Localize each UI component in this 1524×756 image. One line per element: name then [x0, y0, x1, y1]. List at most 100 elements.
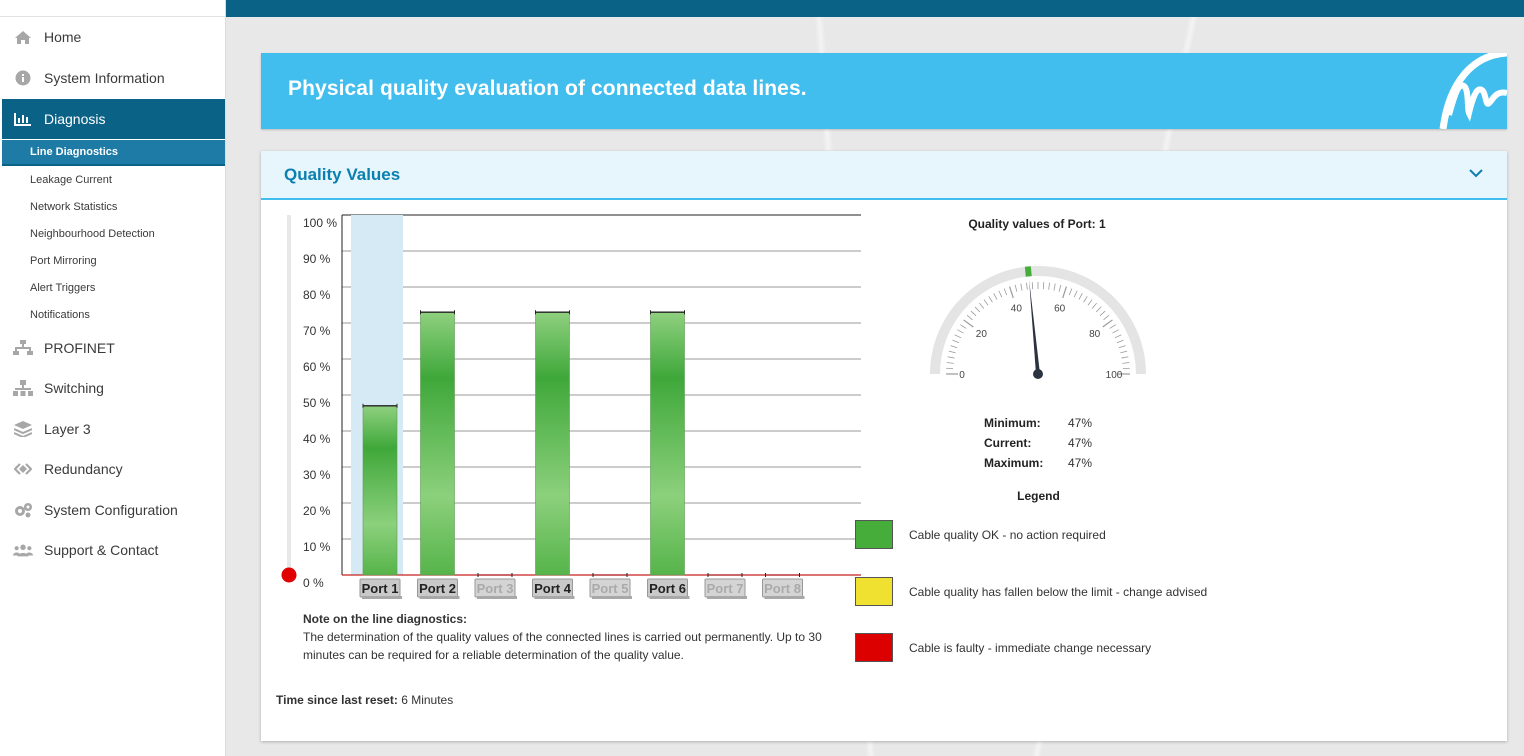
sidebar-subitem-notifications[interactable]: Notifications	[2, 302, 225, 328]
sidebar-subitem-port-mirroring[interactable]: Port Mirroring	[2, 248, 225, 274]
chart-scrollbar-handle[interactable]	[281, 567, 297, 583]
chart-bar[interactable]	[362, 405, 398, 576]
gauge-tick	[1120, 350, 1128, 354]
x-tick-label: Port 6	[649, 581, 686, 596]
legend-swatch-green	[855, 520, 893, 549]
sidebar-subitem-alert-triggers[interactable]: Alert Triggers	[2, 275, 225, 301]
sidebar-item-support-contact[interactable]: Support & Contact	[2, 531, 225, 569]
y-tick-label: 10 %	[303, 540, 331, 554]
legend-item-ok: Cable quality OK - no action required	[855, 520, 1106, 549]
sidebar-item-label: PROFINET	[44, 340, 115, 356]
y-tick-label: 80 %	[303, 288, 331, 302]
gauge-tick	[1062, 286, 1068, 299]
stat-value: 47%	[1068, 416, 1093, 430]
sidebar-item-home[interactable]: Home	[2, 18, 225, 56]
legend-text: Cable quality OK - no action required	[909, 527, 1106, 542]
sidebar-item-label: Switching	[44, 380, 104, 396]
sidebar-item-system-information[interactable]: System Information	[2, 59, 225, 97]
sidebar-subitem-neighbourhood-detection[interactable]: Neighbourhood Detection	[2, 221, 225, 247]
x-tick-label: Port 5	[592, 581, 629, 596]
quality-stats: Minimum: 47% Current: 47% Maximum: 47%	[984, 416, 1092, 476]
legend-swatch-yellow	[855, 577, 893, 606]
sidebar-item-label: System Information	[44, 70, 165, 86]
gauge-tick	[948, 350, 956, 354]
gauge-tick	[1122, 362, 1130, 364]
gauge-tick	[1083, 296, 1088, 303]
port-label-shadow	[362, 596, 402, 599]
sidebar-subitem-network-statistics[interactable]: Network Statistics	[2, 194, 225, 220]
gauge-tick	[1008, 286, 1014, 299]
stat-label: Current:	[984, 436, 1032, 450]
gauge-arc	[930, 266, 1146, 375]
chart-bar[interactable]	[650, 311, 685, 576]
x-tick-label: Port 4	[534, 581, 572, 596]
note-text: The determination of the quality values …	[303, 630, 822, 662]
sidebar-item-system-configuration[interactable]: System Configuration	[2, 491, 225, 529]
note-title: Note on the line diagnostics:	[303, 612, 468, 626]
gauge-tick	[1095, 306, 1102, 313]
port-label-shadow	[477, 596, 517, 599]
gauge-tick	[1118, 345, 1126, 349]
gauge-tick	[1099, 310, 1106, 317]
gauge-tick	[983, 299, 989, 306]
gauge-tick-label: 20	[976, 329, 988, 340]
x-tick-label: Port 8	[764, 581, 801, 596]
sidebar-item-switching[interactable]: Switching	[2, 369, 225, 407]
gauge-tick	[1091, 302, 1097, 309]
gauge-value-band	[1024, 266, 1032, 277]
sidebar-subitem-line-diagnostics[interactable]: Line Diagnostics	[2, 140, 225, 166]
gauge-tick	[1116, 339, 1124, 344]
gauge-tick	[970, 310, 977, 317]
x-tick-label: Port 1	[362, 581, 399, 596]
legend-item-warning: Cable quality has fallen below the limit…	[855, 577, 1207, 606]
stat-label: Minimum:	[984, 416, 1041, 430]
sidebar-item-profinet[interactable]: PROFINET	[2, 329, 225, 367]
reset-value: 6 Minutes	[401, 693, 454, 707]
layers-icon	[13, 421, 33, 437]
gauge-needle	[1029, 279, 1040, 375]
sidebar-divider	[0, 16, 225, 17]
gauge-tick	[946, 362, 954, 364]
sidebar-subitem-leakage-current[interactable]: Leakage Current	[2, 167, 225, 193]
sidebar-subitem-label: Neighbourhood Detection	[30, 228, 155, 240]
gears-icon	[13, 502, 33, 518]
page-title: Physical quality evaluation of connected…	[288, 77, 807, 100]
sidebar-item-label: Support & Contact	[44, 542, 159, 558]
users-icon	[13, 542, 33, 558]
y-tick-label: 50 %	[303, 396, 331, 410]
chart-bar[interactable]	[420, 311, 455, 576]
stat-value: 47%	[1068, 436, 1093, 450]
gauge-tick	[974, 306, 981, 313]
y-tick-label: 100 %	[303, 216, 337, 230]
gauge-tick	[1112, 329, 1119, 334]
gauge-tick	[1020, 283, 1023, 291]
gauge-tick	[1048, 282, 1050, 290]
sidebar-item-label: Redundancy	[44, 461, 123, 477]
gauge-tick	[1026, 282, 1028, 290]
port-label-shadow	[592, 596, 632, 599]
chart-bar[interactable]	[535, 311, 570, 576]
y-tick-label: 40 %	[303, 432, 331, 446]
gauge-title: Quality values of Port: 1	[968, 217, 1106, 231]
gauge-tick	[993, 293, 998, 300]
gauge-tick	[1114, 334, 1122, 339]
sidebar-subitem-label: Alert Triggers	[30, 282, 96, 294]
gauge-tick	[1078, 293, 1083, 300]
line-diagnostics-note: Note on the line diagnostics: The determ…	[303, 610, 863, 664]
redundancy-icon	[13, 461, 33, 477]
y-tick-label: 0 %	[303, 576, 324, 590]
panel-header[interactable]: Quality Values	[261, 151, 1507, 200]
sidebar-item-redundancy[interactable]: Redundancy	[2, 450, 225, 488]
gauge-needle-hub	[1033, 369, 1043, 379]
x-tick-label: Port 2	[419, 581, 456, 596]
panel-title: Quality Values	[284, 165, 401, 184]
gauge-tick	[1014, 284, 1018, 292]
gauge-tick	[1058, 284, 1062, 292]
sidebar-item-diagnosis[interactable]: Diagnosis	[2, 99, 225, 139]
gauge-tick	[1068, 288, 1073, 296]
sidebar-item-layer-3[interactable]: Layer 3	[2, 410, 225, 448]
gauge-tick-label: 60	[1054, 303, 1066, 314]
legend-text: Cable is faulty - immediate change neces…	[909, 640, 1152, 655]
chevron-down-icon[interactable]	[1469, 169, 1483, 178]
chart-scrollbar-track[interactable]	[287, 215, 291, 575]
